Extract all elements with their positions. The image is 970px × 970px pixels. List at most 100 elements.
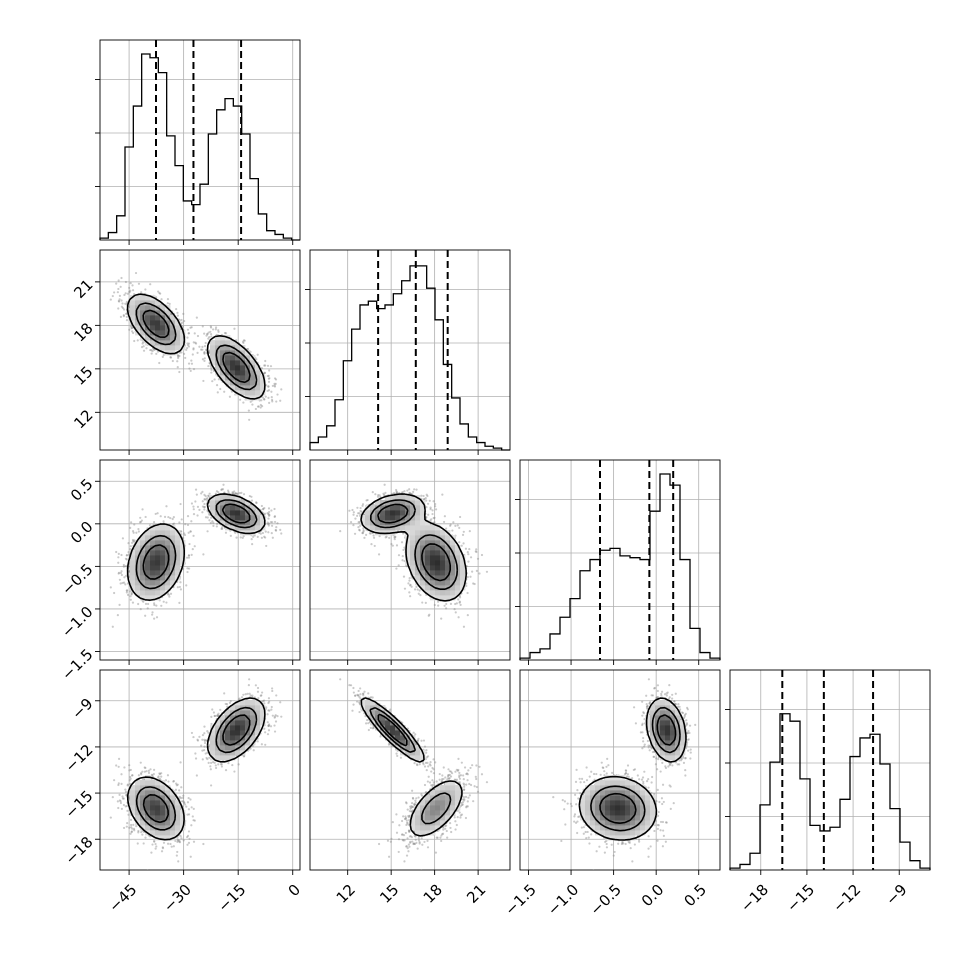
scatter-point bbox=[140, 519, 143, 522]
scatter-point bbox=[124, 565, 127, 568]
density-cell bbox=[245, 370, 251, 376]
scatter-point bbox=[273, 515, 277, 518]
scatter-point bbox=[131, 541, 134, 544]
scatter-point bbox=[263, 535, 266, 538]
scatter-point bbox=[123, 293, 126, 297]
density-cell bbox=[130, 310, 136, 316]
scatter-point bbox=[261, 396, 264, 399]
scatter-point bbox=[195, 493, 198, 496]
scatter-point bbox=[179, 581, 182, 584]
scatter-point bbox=[176, 366, 179, 369]
scatter-point bbox=[186, 336, 189, 339]
density-cell bbox=[230, 365, 236, 371]
scatter-point bbox=[113, 291, 116, 294]
scatter-point bbox=[166, 297, 170, 301]
scatter-point bbox=[279, 399, 282, 402]
scatter-point bbox=[192, 505, 195, 508]
scatter-point bbox=[213, 378, 216, 381]
scatter-point bbox=[206, 332, 209, 335]
scatter-point bbox=[224, 531, 228, 534]
density-cell bbox=[160, 320, 166, 326]
scatter-point bbox=[128, 286, 131, 289]
scatter-point bbox=[245, 347, 249, 351]
density-cell bbox=[220, 335, 226, 341]
scatter-point bbox=[260, 367, 263, 370]
scatter-point bbox=[186, 344, 190, 347]
scatter-point bbox=[160, 604, 163, 607]
scatter-point bbox=[223, 491, 226, 494]
scatter-point bbox=[120, 305, 123, 308]
scatter-point bbox=[228, 395, 231, 398]
scatter-point bbox=[271, 384, 274, 388]
density-cell bbox=[255, 370, 261, 376]
scatter-point bbox=[180, 518, 183, 521]
scatter-point bbox=[203, 345, 207, 348]
density-cell bbox=[240, 370, 246, 376]
scatter-point bbox=[129, 545, 132, 548]
density-cell bbox=[140, 295, 146, 301]
scatter-point bbox=[176, 586, 179, 589]
scatter-point bbox=[131, 529, 135, 533]
density-cell bbox=[235, 360, 241, 366]
scatter-point bbox=[274, 528, 277, 532]
scatter-point bbox=[125, 312, 128, 316]
scatter-point bbox=[135, 531, 138, 534]
density-cell bbox=[250, 375, 256, 381]
scatter-point bbox=[151, 350, 154, 353]
scatter-point bbox=[258, 531, 261, 534]
scatter-point bbox=[117, 307, 120, 310]
scatter-point bbox=[122, 581, 126, 584]
scatter-point bbox=[171, 522, 175, 526]
density-cell bbox=[140, 330, 146, 336]
scatter-point bbox=[127, 542, 130, 545]
scatter-point bbox=[210, 368, 213, 371]
scatter-point bbox=[125, 554, 129, 557]
density-cell bbox=[235, 380, 241, 386]
scatter-point bbox=[241, 536, 244, 539]
panel-3-3 bbox=[725, 669, 931, 875]
density-cell bbox=[170, 325, 176, 331]
density-cell bbox=[135, 300, 141, 306]
density-cell bbox=[240, 375, 246, 381]
scatter-point bbox=[177, 355, 180, 358]
scatter-point bbox=[194, 500, 197, 503]
scatter-point bbox=[124, 302, 127, 305]
density-cell bbox=[255, 375, 261, 381]
scatter-point bbox=[211, 380, 214, 383]
scatter-point bbox=[210, 371, 213, 374]
scatter-point bbox=[203, 351, 206, 354]
density-cell bbox=[175, 345, 181, 351]
scatter-point bbox=[214, 326, 218, 329]
scatter-point bbox=[266, 374, 269, 378]
scatter-point bbox=[264, 359, 267, 363]
scatter-point bbox=[169, 592, 173, 595]
scatter-point bbox=[130, 521, 133, 524]
scatter-point bbox=[122, 308, 126, 311]
scatter-point bbox=[261, 405, 264, 408]
scatter-point bbox=[139, 516, 142, 519]
scatter-point bbox=[252, 535, 255, 538]
density-cell bbox=[170, 350, 176, 356]
scatter-point bbox=[169, 356, 172, 359]
scatter-point bbox=[192, 513, 196, 516]
panel-2-0 bbox=[95, 459, 301, 665]
scatter-point bbox=[187, 567, 191, 570]
density-cell bbox=[235, 355, 241, 361]
scatter-point bbox=[131, 330, 134, 333]
density-cell bbox=[210, 360, 216, 366]
scatter-point bbox=[201, 348, 204, 351]
density-cell bbox=[160, 310, 166, 316]
scatter-point bbox=[269, 365, 273, 368]
scatter-point bbox=[270, 396, 273, 399]
panel-content bbox=[109, 271, 283, 421]
scatter-point bbox=[220, 488, 223, 492]
scatter-point bbox=[141, 342, 144, 345]
scatter-point bbox=[186, 523, 190, 527]
scatter-point bbox=[115, 282, 118, 285]
scatter-point bbox=[125, 591, 128, 594]
scatter-point bbox=[263, 364, 266, 367]
scatter-point bbox=[269, 520, 273, 524]
scatter-point bbox=[156, 350, 160, 353]
scatter-point bbox=[125, 315, 128, 319]
panel-2-2 bbox=[515, 459, 721, 665]
